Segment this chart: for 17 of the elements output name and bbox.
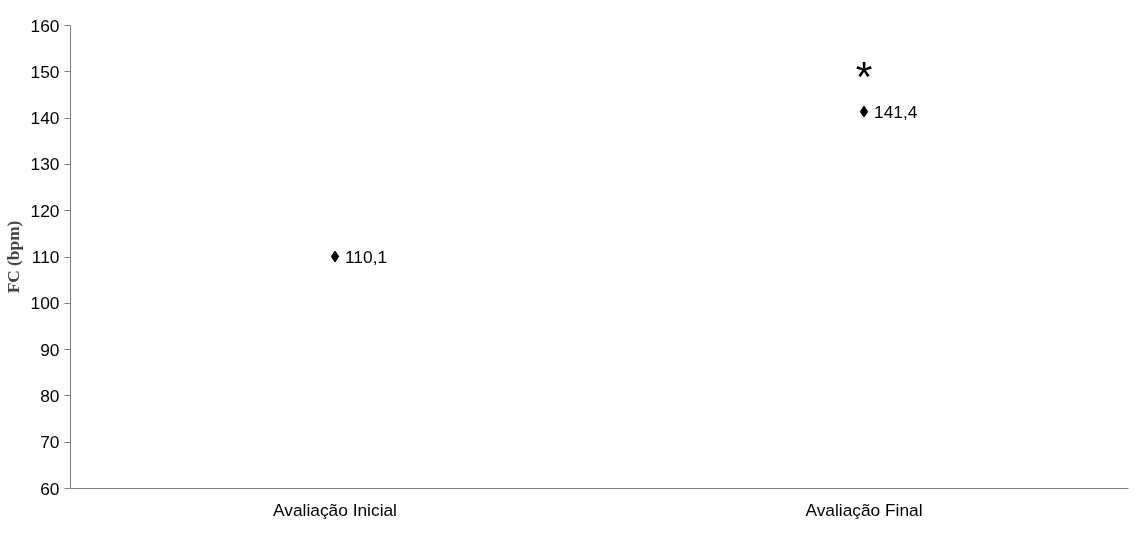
annotation: * xyxy=(855,51,873,100)
data-label: 141,4 xyxy=(874,101,918,122)
data-label: 110,1 xyxy=(345,246,388,267)
y-tick-label: 100 xyxy=(30,293,60,314)
y-tick-label: 60 xyxy=(40,478,60,499)
x-tick-label: Avaliação Final xyxy=(805,499,923,520)
y-tick-label: 130 xyxy=(30,154,60,175)
y-axis-title: FC (bpm) xyxy=(3,220,23,294)
y-tick-label: 80 xyxy=(40,385,60,406)
y-tick-label: 150 xyxy=(30,61,60,82)
x-tick-label: Avaliação Inicial xyxy=(273,499,397,520)
y-tick-label: 120 xyxy=(30,200,60,221)
y-tick-label: 110 xyxy=(31,247,60,267)
y-tick-label: 90 xyxy=(40,339,60,360)
y-tick-label: 160 xyxy=(30,15,60,36)
y-tick-label: 70 xyxy=(40,432,60,453)
y-tick-label: 140 xyxy=(30,108,60,129)
